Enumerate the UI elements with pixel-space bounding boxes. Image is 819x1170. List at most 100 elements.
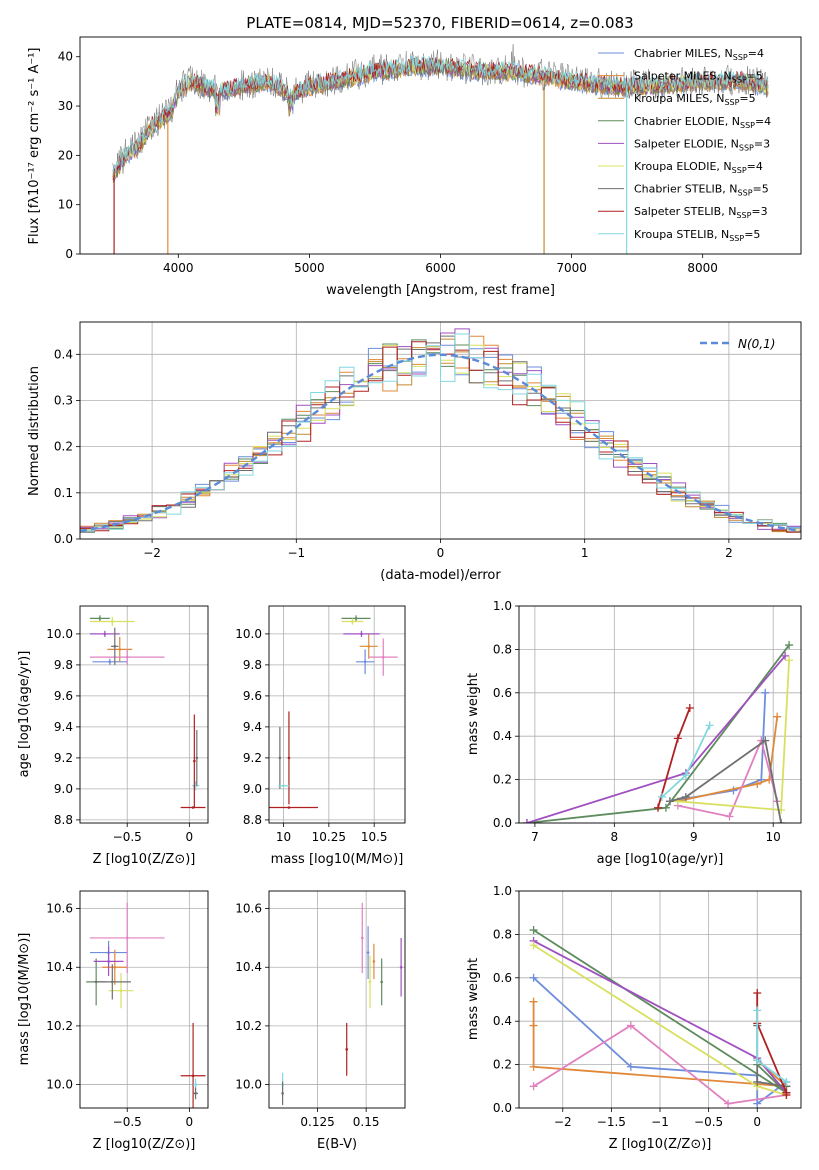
y-tick-label: 0.3 [54,393,73,407]
y-tick-label: 20 [58,148,73,162]
x-tick-label: 0 [437,546,445,560]
weight-marker [529,941,538,950]
x-tick-label: 1 [581,546,589,560]
weight-marker [626,1021,635,1030]
age-vs-mass-axes: 10 10.25 10.5 8.8 9.0 9.2 9.4 9.6 9.8 10.0 mass [l… [235,605,406,867]
y-axis-label: mass weight [466,673,481,755]
legend-suffix: =5 [744,228,760,241]
y-tick-label: 0.8 [493,927,512,941]
legend-entry: Chabrier STELIB, NSSP=5 [634,183,769,198]
mass-weight-vs-age-axes: 7 8 9 10 0.0 0.2 0.4 0.6 0.8 1.0 age [log10(age/yr… [493,599,802,867]
data-point [125,655,129,659]
legend-text: Salpeter STELIB, N [634,205,736,218]
y-tick-label: 8.8 [243,813,262,827]
y-tick-label: 10.0 [46,1078,73,1092]
legend-text: Chabrier STELIB, N [634,183,738,196]
weight-marker [529,1082,538,1091]
residuals-axes: −2 −1 0 1 2 0.0 0.1 0.2 0.3 0.4 (data-model)/error [54,321,802,583]
residuals-plot-area [80,328,801,533]
mass-weight-vs-Z-axes: −2 −1.5 −1 −0.5 0 0.0 0.2 0.4 0.6 0.8 1.0 Z [log10(… [493,884,802,1152]
data-point [367,645,371,648]
weight-line [677,716,779,803]
legend-entry: Kroupa ELODIE, NSSP=4 [634,160,763,175]
y-tick-label: 10.0 [235,627,262,641]
y-tick-label: 9.8 [243,658,262,672]
y-tick-label: 10 [58,198,73,212]
y-tick-label: 9.6 [243,689,262,703]
weight-marker [626,1062,635,1071]
data-point [281,1092,284,1095]
y-tick-label: 9.0 [54,782,73,796]
data-point [118,648,122,651]
y-tick-label: 10.4 [46,960,73,974]
y-tick-label: 0.0 [493,1101,512,1115]
legend-entry: Kroupa STELIB, NSSP=5 [634,228,760,243]
normal-curve [80,353,801,533]
legend-subscript: SSP [740,121,755,130]
axes-frame [79,605,209,824]
weight-marker [753,1056,762,1065]
legend-entry: Kroupa MILES, NSSP=5 [634,92,756,107]
legend-subscript: SSP [733,53,748,62]
x-axis-label: Z [log10(Z/Z⊙)] [609,1137,712,1152]
y-tick-label: 10.6 [235,902,262,916]
y-tick-label: 9.4 [54,720,73,734]
x-tick-label: −0.5 [113,1115,142,1129]
legend-subscript: SSP [732,166,747,175]
y-tick-label: 1.0 [493,599,512,613]
x-tick-label: −2 [143,546,161,560]
weight-marker [724,1099,733,1108]
y-tick-label: 10.2 [46,1019,73,1033]
x-axis-label: wavelength [Angstrom, rest frame] [326,283,555,298]
age-vs-Z-axes: −0.5 0 8.8 9.0 9.2 9.4 9.6 9.8 10.0 Z [log10(Z/Z⊙… [46,605,209,867]
x-tick-label: 8000 [687,261,718,275]
data-point [119,989,123,993]
legend-suffix: =3 [751,205,767,218]
mass-vs-EBV-axes: 0.125 0.15 10.0 10.2 10.4 10.6 E(B-V) [235,890,406,1152]
y-tick-label: 9.4 [243,720,262,734]
data-point [193,759,196,763]
y-tick-label: 10.0 [46,627,73,641]
x-tick-label: 10 [276,830,291,844]
y-tick-label: 0.0 [493,816,512,830]
x-axis-label: age [log10(age/yr)] [597,852,724,867]
spectrum-line [112,56,769,181]
x-tick-label: 2 [725,546,733,560]
legend-suffix: =4 [748,47,764,60]
legend-subscript: SSP [738,189,753,198]
data-point [360,936,364,940]
y-tick-label: 10.4 [235,960,262,974]
x-tick-label: 0 [186,830,194,844]
weight-marker [753,1006,762,1015]
data-point [195,756,199,760]
y-tick-label: 9.0 [243,782,262,796]
legend-entry: Salpeter STELIB, NSSP=3 [634,205,768,220]
weight-marker [725,812,734,821]
y-axis-label: Normed distribution [27,366,42,496]
weight-marker [673,734,682,743]
data-point [108,660,112,664]
x-tick-label: −1 [287,546,305,560]
weight-marker [785,641,794,650]
y-tick-label: 0.0 [54,532,73,546]
y-tick-label: 9.2 [243,751,262,765]
weight-marker [522,819,531,823]
legend-subscript: SSP [739,143,754,152]
legend-text: Kroupa STELIB, N [634,228,729,241]
data-point [380,980,383,984]
y-axis-label: mass weight [466,958,481,1040]
weight-marker [529,926,538,935]
weight-marker [705,721,714,730]
weight-marker [685,703,694,712]
axes-frame [518,890,802,1109]
axes-frame [79,321,802,540]
weight-marker [761,736,770,745]
x-tick-label: 8 [611,830,619,844]
data-point [278,756,282,760]
weight-marker [753,779,762,788]
data-point [363,660,367,664]
x-axis-label: E(B-V) [317,1137,357,1152]
axes-frame [79,890,209,1109]
x-tick-label: 0 [186,1115,194,1129]
